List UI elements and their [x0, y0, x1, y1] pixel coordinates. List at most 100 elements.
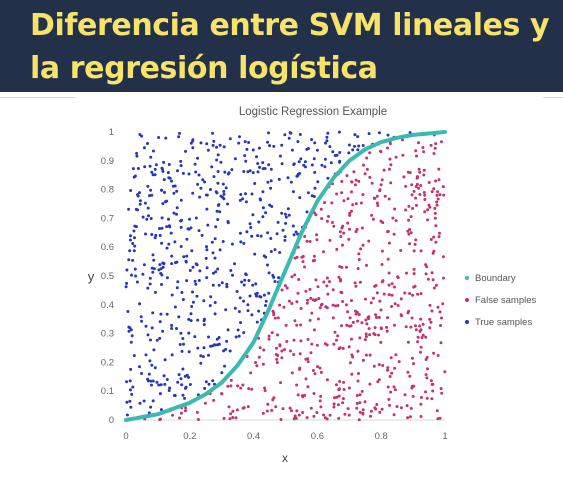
true-sample-point: [191, 138, 195, 142]
y-tick-label: 0.1: [101, 386, 114, 397]
false-sample-point: [419, 345, 423, 349]
false-sample-point: [301, 395, 305, 399]
true-sample-point: [138, 191, 141, 195]
false-sample-point: [378, 189, 382, 193]
true-sample-point: [157, 268, 161, 272]
false-sample-point: [312, 414, 316, 418]
false-sample-point: [382, 168, 386, 172]
true-sample-point: [294, 230, 298, 234]
true-sample-point: [202, 346, 206, 350]
false-sample-point: [410, 316, 414, 320]
false-sample-point: [431, 389, 435, 393]
true-sample-point: [168, 386, 172, 390]
true-sample-point: [140, 319, 144, 323]
true-sample-point: [271, 273, 275, 277]
true-sample-point: [316, 180, 320, 184]
true-sample-point: [125, 268, 129, 272]
true-sample-point: [128, 379, 132, 383]
false-sample-point: [381, 364, 385, 367]
false-sample-point: [409, 231, 413, 235]
false-sample-point: [367, 239, 371, 243]
false-sample-point: [435, 193, 439, 197]
false-sample-point: [380, 249, 384, 253]
false-sample-point: [412, 285, 416, 289]
false-sample-point: [423, 193, 427, 197]
false-sample-point: [393, 388, 397, 392]
false-sample-point: [428, 326, 432, 330]
true-sample-point: [312, 195, 316, 198]
false-sample-point: [290, 409, 293, 413]
false-sample-point: [331, 303, 335, 307]
false-sample-point: [365, 167, 369, 171]
true-sample-point: [367, 132, 371, 136]
false-sample-point: [408, 228, 412, 231]
true-sample-point: [249, 226, 253, 229]
true-sample-point: [194, 262, 198, 266]
false-sample-point: [389, 181, 393, 185]
true-sample-point: [129, 328, 133, 332]
true-sample-point: [180, 349, 184, 353]
false-sample-point: [314, 213, 318, 217]
false-sample-point: [424, 335, 428, 339]
false-sample-point: [359, 247, 363, 251]
true-sample-point: [189, 141, 193, 145]
true-sample-point: [170, 327, 174, 330]
true-sample-point: [231, 273, 234, 277]
false-sample-point: [369, 414, 372, 418]
false-sample-point: [421, 322, 425, 326]
true-sample-point: [191, 191, 195, 195]
true-sample-point: [277, 177, 281, 181]
true-sample-point: [222, 190, 226, 193]
title-banner: Diferencia entre SVM lineales y la regre…: [0, 0, 563, 92]
false-sample-point: [249, 371, 253, 375]
false-sample-point: [368, 382, 372, 386]
true-sample-point: [241, 197, 245, 201]
true-sample-point: [289, 180, 293, 184]
false-sample-point: [441, 255, 445, 259]
true-sample-point: [182, 342, 185, 346]
false-sample-point: [228, 417, 232, 421]
false-sample-point: [316, 317, 320, 321]
false-sample-point: [435, 409, 439, 413]
false-sample-point: [284, 323, 288, 327]
true-sample-point: [256, 170, 260, 174]
true-sample-point: [148, 282, 152, 286]
false-sample-point: [433, 146, 437, 150]
false-sample-point: [441, 185, 445, 189]
true-sample-point: [377, 131, 381, 135]
true-sample-point: [196, 318, 200, 322]
false-sample-point: [257, 355, 261, 359]
true-sample-point: [128, 238, 132, 242]
false-sample-point: [411, 206, 415, 210]
true-sample-point: [312, 157, 316, 161]
true-sample-point: [239, 321, 242, 325]
true-sample-point: [175, 327, 178, 330]
false-sample-point: [328, 238, 332, 242]
false-sample-point: [407, 204, 411, 208]
true-sample-point: [221, 240, 225, 243]
true-sample-point: [291, 190, 295, 194]
false-sample-point: [385, 329, 389, 333]
true-sample-point: [165, 276, 169, 280]
true-sample-point: [224, 347, 228, 351]
false-sample-point: [428, 317, 432, 321]
true-sample-point: [184, 385, 188, 389]
true-sample-point: [160, 273, 164, 277]
true-sample-point: [213, 256, 217, 260]
false-sample-point: [229, 412, 233, 416]
false-sample-point: [203, 401, 207, 405]
false-sample-point: [411, 293, 415, 297]
true-sample-point: [209, 295, 213, 299]
false-sample-point: [362, 163, 365, 167]
false-sample-point: [236, 384, 240, 388]
true-sample-point: [268, 203, 272, 207]
true-sample-point: [189, 226, 193, 230]
true-sample-point: [173, 240, 177, 244]
true-sample-point: [284, 215, 288, 219]
true-sample-point: [135, 280, 139, 284]
false-sample-point: [385, 325, 388, 329]
false-sample-point: [255, 364, 259, 368]
true-sample-point: [134, 274, 138, 278]
false-sample-point: [437, 167, 441, 171]
true-sample-point: [292, 162, 296, 166]
